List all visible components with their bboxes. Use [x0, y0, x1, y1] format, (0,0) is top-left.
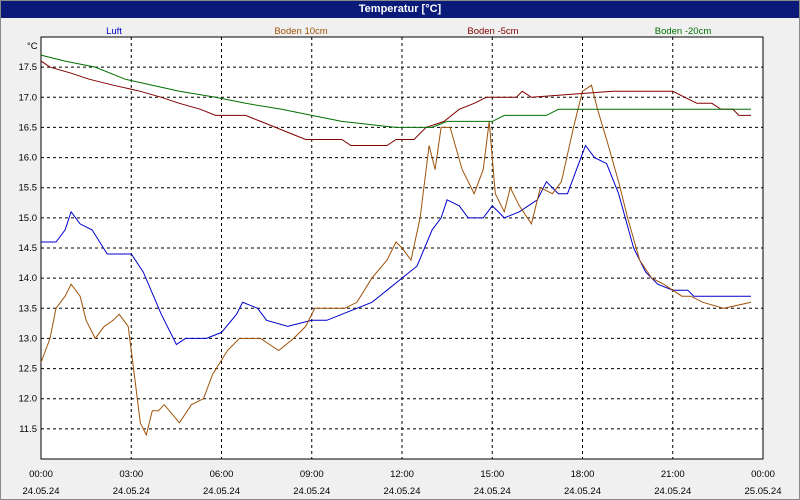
- y-tick-label: 17.5: [19, 62, 38, 73]
- x-tick-time: 06:00: [210, 469, 234, 480]
- y-tick-label: 14.5: [19, 243, 38, 254]
- series-line-luft: [41, 144, 751, 346]
- legend: Luft Boden 10cm Boden -5cm Boden -20cm: [106, 26, 711, 37]
- legend-entry: Boden -20cm: [655, 26, 712, 37]
- x-tick-time: 03:00: [119, 469, 143, 480]
- series-line-boden-5cm: [40, 60, 751, 146]
- y-tick-label: 13.0: [19, 333, 38, 344]
- x-tick-date: 24.05.24: [113, 486, 150, 497]
- x-tick-time: 21:00: [661, 469, 685, 480]
- legend-entry: Boden 10cm: [274, 26, 327, 37]
- y-tick-label: 11.5: [19, 424, 37, 435]
- y-axis-unit: °C: [27, 41, 38, 52]
- y-tick-label: 14.0: [19, 273, 38, 284]
- y-tick-label: 16.0: [19, 153, 38, 164]
- legend-entry: Boden -5cm: [467, 26, 518, 37]
- x-tick-time: 15:00: [480, 469, 504, 480]
- y-tick-label: 13.5: [19, 303, 38, 314]
- legend-entry: Luft: [106, 26, 122, 37]
- x-tick-time: 18:00: [571, 469, 595, 480]
- x-tick-date: 24.05.24: [293, 486, 330, 497]
- y-tick-label: 15.0: [19, 213, 38, 224]
- y-axis-ticks: 11.5 12.0 12.5 13.0 13.5 14.0 14.5 15.0 15.5 16.0…: [19, 62, 38, 435]
- x-tick-date: 24.05.24: [474, 486, 511, 497]
- series-lines: [40, 54, 752, 437]
- x-axis-ticks: 00:00 24.05.24 03:00 24.05.24 06:00 24.05.24 0…: [23, 469, 782, 497]
- x-tick-time: 00:00: [751, 469, 775, 480]
- x-tick-date: 24.05.24: [654, 486, 691, 497]
- x-tick-date: 24.05.24: [564, 486, 601, 497]
- x-tick-time: 00:00: [29, 469, 53, 480]
- x-tick-date: 24.05.24: [23, 486, 60, 497]
- x-tick-time: 09:00: [300, 469, 324, 480]
- series-line-boden-20cm: [40, 54, 751, 128]
- y-tick-label: 15.5: [19, 183, 38, 194]
- x-tick-time: 12:00: [390, 469, 414, 480]
- y-tick-label: 16.5: [19, 122, 38, 133]
- chart-title: Temperatur [°C]: [1, 1, 799, 18]
- x-tick-date: 25.05.24: [745, 486, 782, 497]
- x-tick-date: 24.05.24: [203, 486, 240, 497]
- y-tick-label: 12.0: [19, 394, 38, 405]
- y-tick-label: 12.5: [19, 364, 38, 375]
- y-tick-label: 17.0: [19, 92, 38, 103]
- series-line-boden-10cm: [40, 84, 752, 437]
- x-tick-date: 24.05.24: [384, 486, 421, 497]
